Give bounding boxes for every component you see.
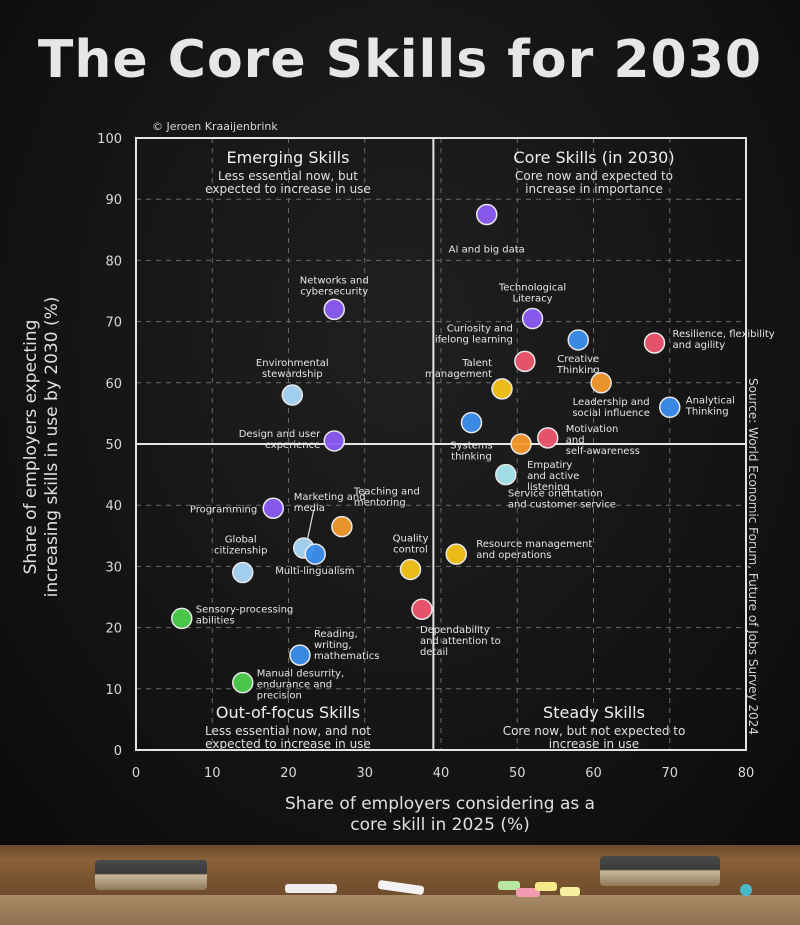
quadrant-title: Steady Skills (543, 703, 645, 722)
y-tick-label: 20 (105, 622, 122, 637)
data-point (590, 372, 612, 394)
chalk-piece (285, 884, 337, 893)
data-point (514, 350, 536, 373)
quadrant-title: Emerging Skills (227, 148, 350, 167)
chalk-ledge-lip (0, 895, 800, 925)
point-label: Empatiry and active listening (527, 460, 579, 493)
point-label: Resource management and operations (476, 539, 592, 561)
page-title: The Core Skills for 2030 (37, 30, 763, 90)
eraser-left (95, 860, 207, 890)
data-point (537, 427, 559, 449)
y-tick-label: 90 (105, 193, 122, 208)
point-label: Design and user experience (239, 429, 321, 451)
data-point (460, 411, 483, 434)
data-point (445, 543, 467, 565)
data-point (232, 671, 254, 694)
data-point (281, 384, 304, 406)
point-label: Service orientation and customer service (508, 489, 616, 511)
point-label: Marketing and media (294, 492, 366, 514)
data-point (304, 543, 326, 565)
scatter-plot: 0 10 20 30 40 50 60 70 80 90 100 0 10 20 30 40 50 60 70 80 E… (97, 132, 775, 781)
author-credit: © Jeroen Kraaijenbrink (152, 120, 278, 133)
data-point (399, 558, 422, 581)
y-tick-label: 0 (114, 744, 122, 759)
data-point (323, 298, 345, 321)
chalkboard (0, 0, 800, 845)
y-tick-label: 30 (105, 560, 122, 575)
point-label: Creative Thinking (556, 354, 600, 376)
point-label: Curiosity and lifelong learning (432, 323, 513, 345)
point-label: Quality control (393, 533, 429, 555)
x-tick-label: 10 (204, 766, 221, 781)
point-label: Environmental stewardship (256, 358, 329, 380)
eraser-right (600, 856, 720, 886)
y-tick-label: 40 (105, 499, 122, 514)
data-point (411, 598, 433, 620)
point-label: Multi-lingualism (275, 566, 354, 577)
x-tick-label: 60 (585, 766, 602, 781)
point-label: Talent management (425, 358, 492, 380)
point-label: Leadership and social influence (572, 397, 650, 419)
y-tick-label: 100 (97, 132, 122, 147)
point-label: Manual desurrity, endurance and precision (257, 669, 344, 702)
chalk-piece (535, 882, 557, 891)
y-tick-label: 10 (105, 683, 122, 698)
quadrant-subtitle: Core now, but not expected to increase in… (503, 724, 686, 751)
data-point (289, 644, 311, 666)
x-tick-label: 80 (738, 766, 755, 781)
point-label: Teaching and mentoring (353, 487, 420, 509)
data-point (331, 515, 353, 538)
x-tick-label: 20 (280, 766, 297, 781)
data-point (567, 329, 589, 351)
quadrant-subtitle: Less essential now, but expected to incre… (205, 169, 371, 196)
x-axis-label: Share of employers considering as a core … (284, 794, 596, 835)
data-point (643, 332, 666, 354)
quadrant-subtitle: Less essential now, and not expected to i… (205, 724, 371, 751)
chalk-piece (740, 884, 752, 896)
point-label: Reading, writing, mathematics (314, 629, 380, 662)
data-point (232, 561, 254, 584)
point-label: Resilience, flexibility and agility (673, 329, 775, 351)
point-label: Systems thinking (450, 441, 493, 463)
chalk-piece (516, 888, 540, 897)
x-tick-label: 30 (356, 766, 373, 781)
data-point (491, 378, 513, 400)
data-point (510, 433, 532, 455)
point-label: Technological Literacy (498, 283, 566, 305)
data-point (323, 430, 345, 452)
quadrant-title: Core Skills (in 2030) (513, 148, 674, 167)
point-label: Networks and cybersecurity (300, 275, 369, 297)
data-point (659, 396, 681, 419)
data-point (476, 203, 498, 226)
point-label: AI and big data (449, 245, 525, 256)
quadrant-subtitle: Core now and expected to increase in impo… (515, 169, 673, 196)
chalk-piece (498, 881, 520, 890)
x-tick-label: 0 (132, 766, 140, 781)
quadrant-title: Out-of-focus Skills (216, 703, 360, 722)
chalk-piece (560, 887, 580, 896)
callout-line (307, 509, 315, 539)
point-label: Global citizenship (214, 535, 267, 557)
point-label: Motivation and self-awareness (566, 424, 640, 457)
point-label: Analytical Thinking (685, 395, 735, 417)
data-point (521, 307, 544, 330)
point-label: Programming (190, 504, 257, 515)
data-point (495, 463, 517, 486)
y-tick-label: 80 (105, 254, 122, 269)
y-tick-label: 50 (105, 438, 122, 453)
x-tick-label: 50 (509, 766, 526, 781)
point-label: Sensory-processing abilities (196, 604, 294, 626)
x-tick-label: 40 (433, 766, 450, 781)
y-tick-label: 60 (105, 377, 122, 392)
y-tick-label: 70 (105, 316, 122, 331)
data-point (171, 607, 193, 630)
data-point (262, 497, 284, 520)
point-label: Dependability and attention to detail (420, 625, 501, 658)
x-tick-label: 70 (661, 766, 678, 781)
